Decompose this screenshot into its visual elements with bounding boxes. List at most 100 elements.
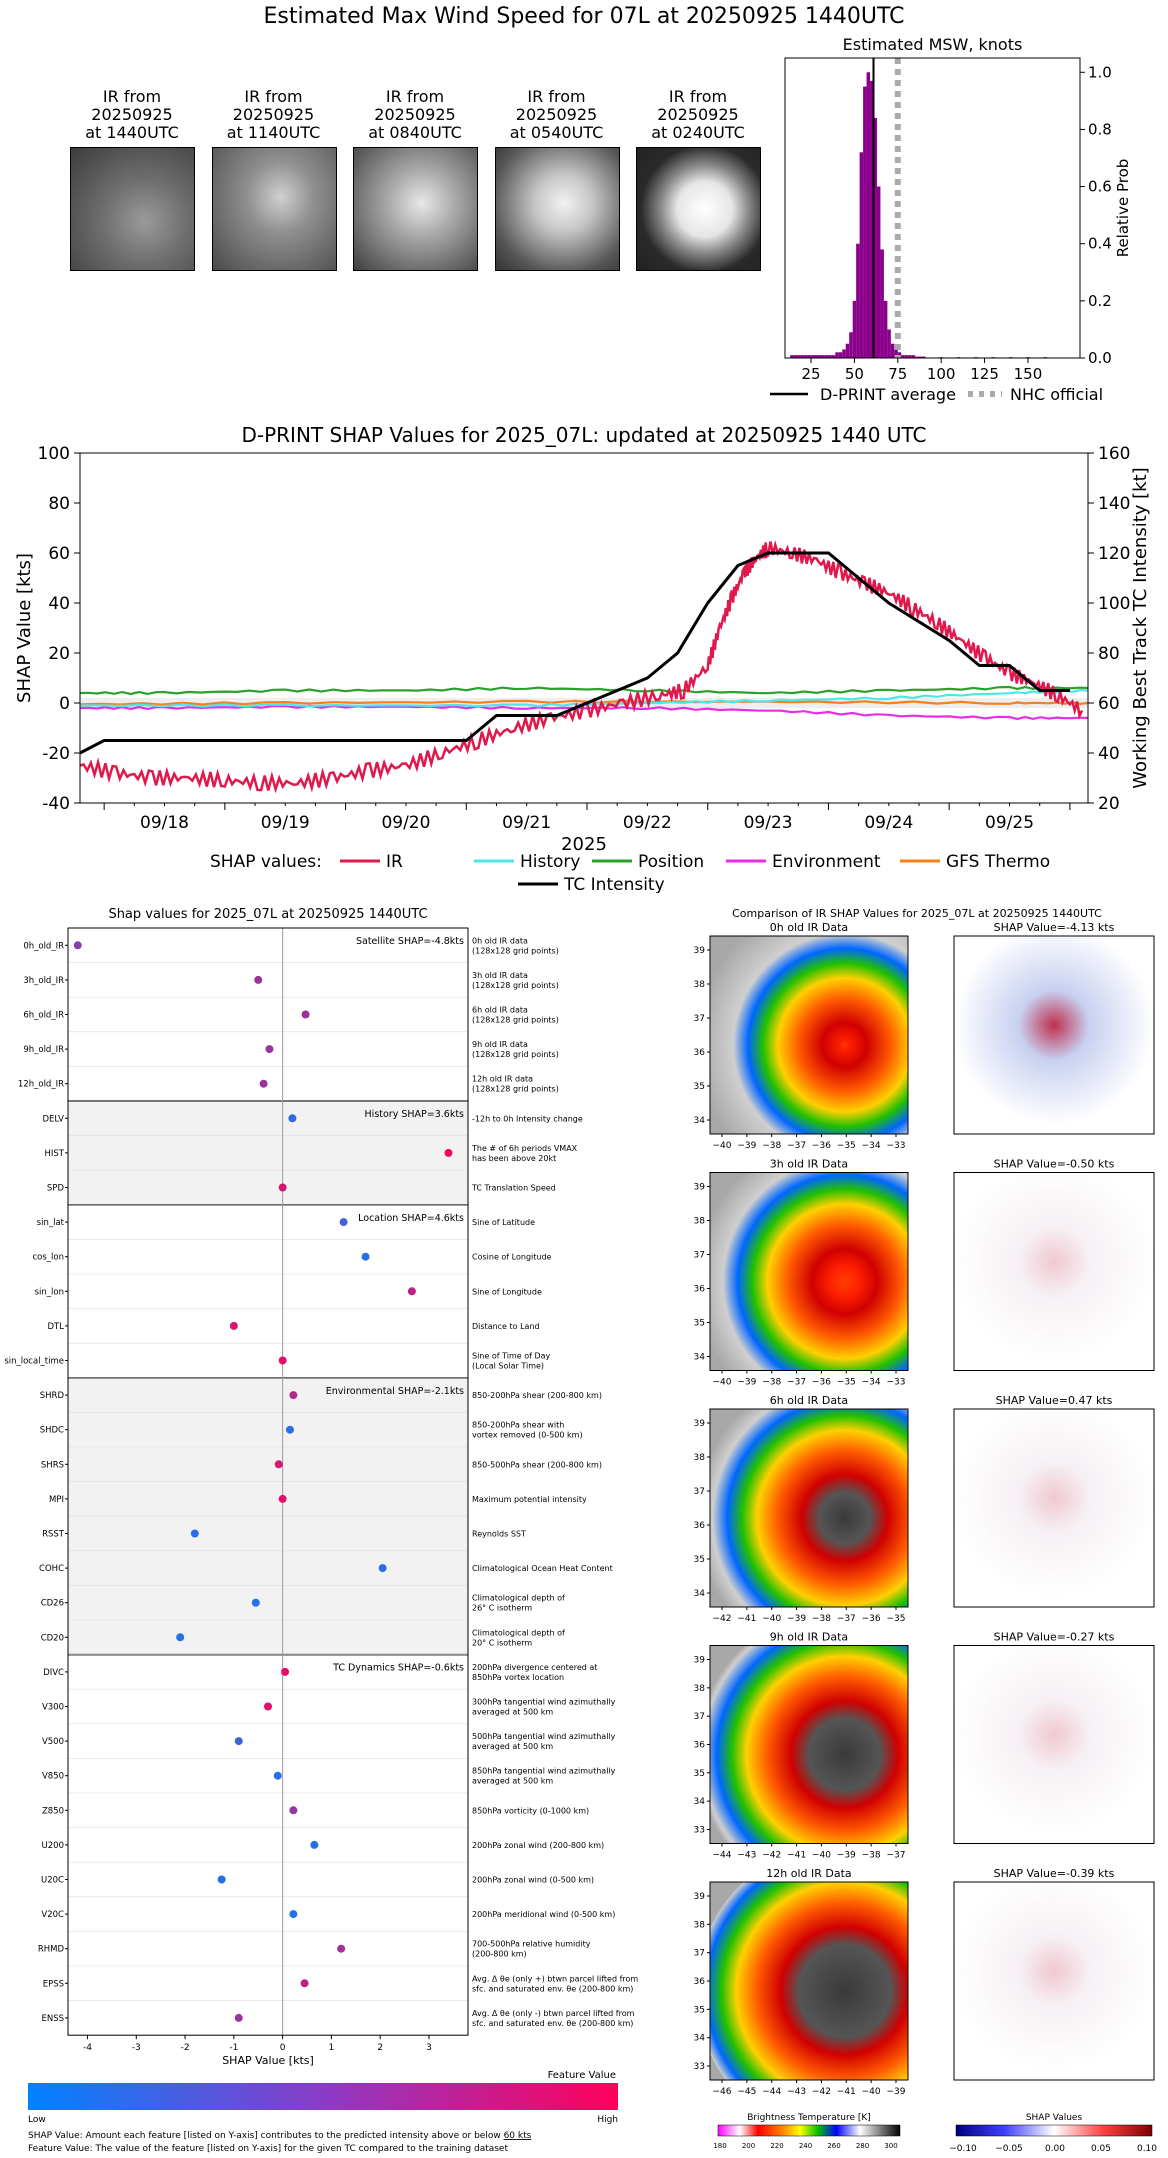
y-tick-label: 35: [694, 1319, 705, 1329]
feature-desc: averaged at 500 km: [472, 1708, 553, 1717]
histogram-bar: [866, 72, 871, 359]
feature-point: [265, 1045, 274, 1054]
y-tick-label: 38: [694, 980, 706, 990]
y-tick-label: 33: [694, 1826, 705, 1836]
y-tick-label: 36: [694, 1977, 706, 1987]
sv-colorbar: [955, 2124, 1153, 2137]
x-tick-label: −44: [713, 1851, 732, 1861]
feature-point: [288, 1114, 297, 1123]
colorbar-low: Low: [28, 2115, 46, 2125]
y-axis-label: SHAP Value [kts]: [14, 553, 35, 703]
y-tick-label: 100: [38, 444, 70, 464]
feature-point: [176, 1633, 185, 1642]
feature-desc: 6h old IR data: [472, 1006, 528, 1015]
feature-desc: 850-200hPa shear with: [472, 1421, 564, 1430]
ir-panel-title: 0h old IR Data: [770, 921, 848, 934]
x-tick-label: 75: [888, 365, 907, 383]
feature-desc: 20° C isotherm: [472, 1638, 532, 1647]
y-tick-label: 37: [694, 1712, 705, 1722]
histogram-bar: [883, 300, 888, 358]
bt-tick-label: 220: [770, 2142, 783, 2150]
sv-tick-label: 0.05: [1091, 2144, 1111, 2154]
histogram-bar: [824, 355, 829, 358]
x-tick-label: −44: [762, 2087, 781, 2097]
feature-point: [278, 1494, 287, 1503]
feature-name: DTL: [48, 1322, 65, 1332]
timeseries-title: D-PRINT SHAP Values for 2025_07L: update…: [241, 423, 926, 447]
feature-desc: Climatological depth of: [472, 1628, 565, 1637]
histogram-bar: [842, 349, 846, 358]
sv-tick-label: −0.10: [949, 2144, 977, 2154]
feature-point: [254, 975, 263, 984]
legend-label: GFS Thermo: [946, 852, 1050, 872]
x-tick-label: −40: [713, 1378, 732, 1388]
x-tick-label: −43: [737, 1851, 756, 1861]
y-tick-label: -40: [42, 794, 70, 814]
histogram-bar: [835, 352, 839, 358]
feature-name: RSST: [42, 1530, 65, 1540]
feature-name: sin_lon: [35, 1287, 64, 1297]
x-tick-label: −36: [812, 1378, 831, 1388]
x-tick-label: −35: [837, 1378, 856, 1388]
x-tick-label: 09/18: [140, 813, 189, 833]
feature-desc: The # of 6h periods VMAX: [471, 1144, 578, 1153]
colorbar-high: High: [597, 2115, 618, 2125]
feature-name: V500: [42, 1737, 64, 1747]
feature-name: 3h_old_IR: [23, 976, 64, 986]
feature-name: MPI: [49, 1495, 64, 1505]
legend-label: History: [520, 852, 580, 872]
tc-intensity-line: [79, 551, 1070, 755]
feature-point: [289, 1391, 298, 1400]
feature-name: 12h_old_IR: [18, 1080, 64, 1090]
feature-name: U20C: [41, 1876, 64, 1886]
feature-name: DIVC: [43, 1668, 64, 1678]
feature-desc: averaged at 500 km: [472, 1742, 553, 1751]
y-tick-label: 0.2: [1088, 292, 1112, 310]
x-tick-label: −38: [812, 1614, 831, 1624]
x-tick-label: −35: [837, 1141, 856, 1151]
feature-name: V300: [42, 1703, 64, 1713]
x-tick-label: −39: [737, 1141, 756, 1151]
feature-point: [190, 1529, 199, 1538]
x-tick-label: −39: [737, 1378, 756, 1388]
x-tick-label: −42: [762, 1851, 781, 1861]
group-shading: [68, 1101, 468, 1205]
footer-line1-link: 60 kts: [504, 2131, 532, 2141]
y-tick-label: 38: [694, 1684, 706, 1694]
histogram-bar: [814, 355, 818, 358]
x-tick-label: 50: [845, 365, 864, 383]
y-tick-label: 38: [694, 1920, 706, 1930]
y-tick-label: 38: [694, 1217, 706, 1227]
y2-tick-label: 160: [1098, 444, 1130, 464]
histogram-bar: [790, 355, 794, 358]
histogram-bar: [845, 343, 850, 358]
x-tick-label: 0: [280, 2043, 286, 2053]
y-tick-label: 40: [48, 594, 70, 614]
satellite-label: IR from 20250925 at 1140UTC: [204, 88, 344, 142]
ir-panel-title: 12h old IR Data: [766, 1867, 851, 1880]
feature-desc: has been above 20kt: [472, 1154, 556, 1163]
feature-point: [278, 1183, 287, 1192]
legend-label: TC Intensity: [563, 875, 665, 893]
group-label: History SHAP=3.6kts: [365, 1109, 465, 1120]
ir-comparison-panels: Comparison of IR SHAP Values for 2025_07…: [694, 907, 1158, 2154]
ir-panel-image: [709, 1172, 909, 1371]
feature-desc: Climatological depth of: [472, 1594, 565, 1603]
y-tick-label: 35: [694, 1769, 705, 1779]
feature-desc: Climatological Ocean Heat Content: [472, 1564, 613, 1573]
shap-panel-title: SHAP Value=-0.50 kts: [994, 1158, 1115, 1171]
feature-point: [407, 1287, 416, 1296]
feature-name: Z850: [42, 1806, 64, 1816]
feature-name: V20C: [41, 1910, 64, 1920]
x-tick-label: −39: [887, 2087, 906, 2097]
x-tick-label: -3: [132, 2043, 141, 2053]
x-tick-label: −37: [837, 1614, 856, 1624]
feature-point: [217, 1875, 226, 1884]
feature-name: ENSS: [41, 2014, 64, 2024]
y2-tick-label: 80: [1098, 644, 1120, 664]
ir-panel-image: [709, 1881, 909, 2081]
x-tick-label: -2: [181, 2043, 190, 2053]
y-tick-label: 36: [694, 1285, 706, 1295]
x-tick-label: 09/25: [985, 813, 1034, 833]
shap-panel-image: [953, 1645, 1155, 1844]
